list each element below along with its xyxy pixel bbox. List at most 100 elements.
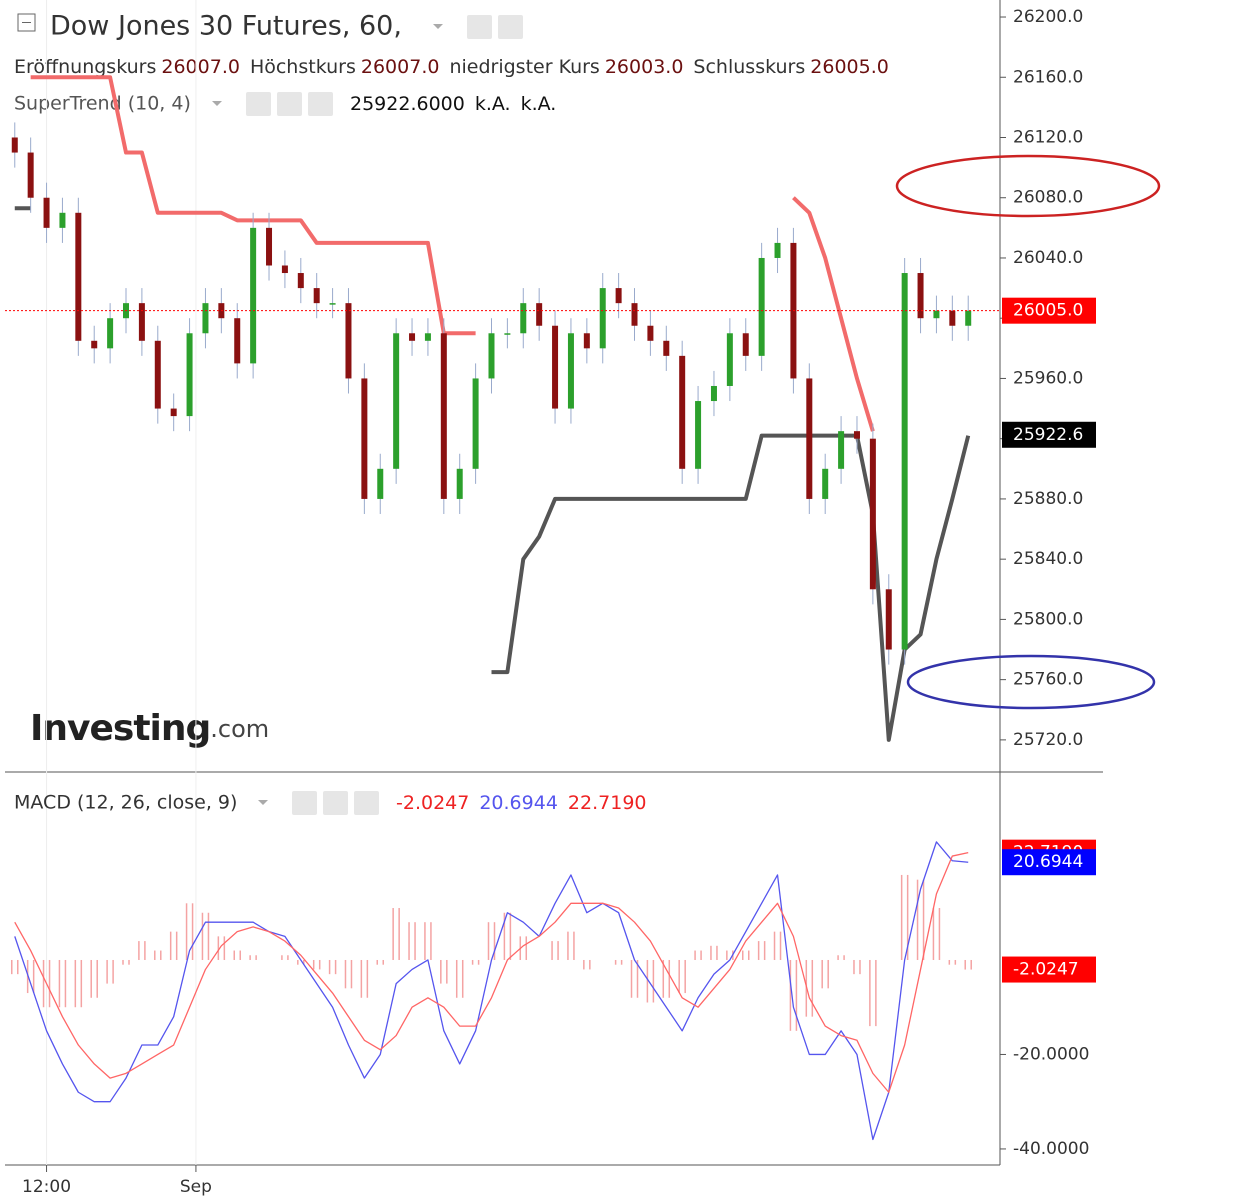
value-tag-label: 20.6944: [1013, 852, 1083, 872]
candle-body: [170, 408, 177, 417]
candle-body: [710, 385, 717, 402]
y-tick-label: 26160.0: [1013, 67, 1083, 87]
candle-body: [107, 318, 114, 349]
candle-body: [885, 589, 892, 650]
candle-body: [583, 333, 590, 349]
ohlc-legend: Eröffnungskurs 26007.0 Höchstkurs 26007.0 ni…: [14, 56, 889, 78]
icon-button[interactable]: [467, 15, 492, 39]
candle-body: [313, 288, 320, 304]
candle-body: [965, 310, 972, 326]
legend-label: Höchstkurs: [250, 56, 356, 78]
value-tag: [1002, 849, 1096, 876]
annotation-ellipse: [895, 154, 1161, 218]
candle-body: [186, 333, 193, 417]
candle-body: [949, 310, 956, 326]
icon-button[interactable]: [354, 791, 379, 815]
y-tick-label: 26200.0: [1013, 7, 1083, 27]
collapse-button[interactable]: [17, 13, 36, 32]
candle-body: [43, 197, 50, 228]
icon-button[interactable]: [498, 15, 523, 39]
line-series: [14, 841, 969, 1141]
indicator-value: k.A.: [475, 93, 511, 115]
annotation-ellipse: [906, 654, 1156, 710]
y-tick-label: 25960.0: [1013, 368, 1083, 388]
candle-body: [695, 401, 702, 469]
candle-body: [281, 265, 288, 274]
candle-body: [393, 333, 400, 469]
dropdown-caret[interactable]: [433, 24, 443, 29]
legend-value: 26007.0: [161, 56, 240, 78]
candle-body: [424, 333, 431, 341]
candle-body: [520, 303, 527, 334]
candle-body: [297, 273, 304, 289]
candle-body: [567, 333, 574, 409]
candle-body: [631, 303, 638, 326]
indicator-value: 20.6944: [479, 792, 558, 814]
candle-body: [853, 431, 860, 439]
indicator-values: 25922.6000 k.A. k.A.: [350, 93, 556, 115]
indicator-value: -2.0247: [396, 792, 469, 814]
candle-body: [806, 378, 813, 499]
candle-body: [250, 227, 257, 364]
candle-body: [266, 227, 273, 266]
icon-button[interactable]: [246, 92, 271, 116]
icon-button[interactable]: [308, 92, 333, 116]
x-tick-label: 12:00: [22, 1177, 71, 1197]
candle-body: [933, 310, 940, 319]
y-tick-label: 25800.0: [1013, 609, 1083, 629]
indicator-values: -2.0247 20.6944 22.7190: [396, 792, 647, 814]
candle-body: [75, 212, 82, 341]
dropdown-caret[interactable]: [258, 800, 268, 805]
candle-body: [11, 137, 18, 153]
candle-body: [679, 355, 686, 469]
candle-body: [154, 340, 161, 409]
indicator-value: 22.7190: [568, 792, 647, 814]
indicator-value: 25922.6000: [350, 93, 465, 115]
candle-body: [440, 333, 447, 499]
candle-body: [27, 152, 34, 198]
line-series: [14, 852, 969, 1093]
candle-body: [663, 340, 670, 356]
y-tick-label: 25880.0: [1013, 489, 1083, 509]
watermark-brand: Investing: [30, 708, 210, 749]
watermark: Investing.com: [30, 708, 269, 749]
dropdown-caret[interactable]: [212, 101, 222, 106]
icon-button[interactable]: [277, 92, 302, 116]
candle-body: [138, 303, 145, 341]
candle-body: [409, 333, 416, 341]
legend-value: 26003.0: [605, 56, 684, 78]
candle-body: [329, 303, 336, 305]
candle-body: [202, 303, 209, 334]
indicator-value: k.A.: [521, 93, 557, 115]
last-price-tag: [1002, 297, 1096, 324]
candle-body: [91, 340, 98, 349]
icon-button[interactable]: [323, 791, 348, 815]
candle-body: [234, 318, 241, 364]
legend-value: 26007.0: [361, 56, 440, 78]
value-tag-label: -2.0247: [1013, 960, 1079, 980]
candle-body: [758, 257, 765, 356]
candle-body: [361, 378, 368, 499]
icon-button[interactable]: [292, 791, 317, 815]
legend-label: Eröffnungskurs: [14, 56, 156, 78]
candle-body: [726, 333, 733, 386]
candle-body: [647, 325, 654, 341]
y-tick-label: 25840.0: [1013, 549, 1083, 569]
indicator-tag-label: 25922.6: [1013, 425, 1083, 445]
candle-body: [552, 325, 559, 409]
candle-body: [536, 303, 543, 326]
y-tick-label: 26120.0: [1013, 127, 1083, 147]
candle-body: [838, 431, 845, 469]
y-tick-label: 25720.0: [1013, 730, 1083, 750]
candle-body: [377, 468, 384, 499]
value-tag: [1002, 956, 1096, 983]
candle-body: [504, 333, 511, 335]
legend-label: Schlusskurs: [693, 56, 805, 78]
candle-body: [456, 468, 463, 499]
last-price-tag-label: 26005.0: [1013, 301, 1083, 321]
candle-body: [917, 273, 924, 319]
watermark-suffix: .com: [210, 715, 269, 743]
x-tick-label: Sep: [180, 1177, 212, 1197]
